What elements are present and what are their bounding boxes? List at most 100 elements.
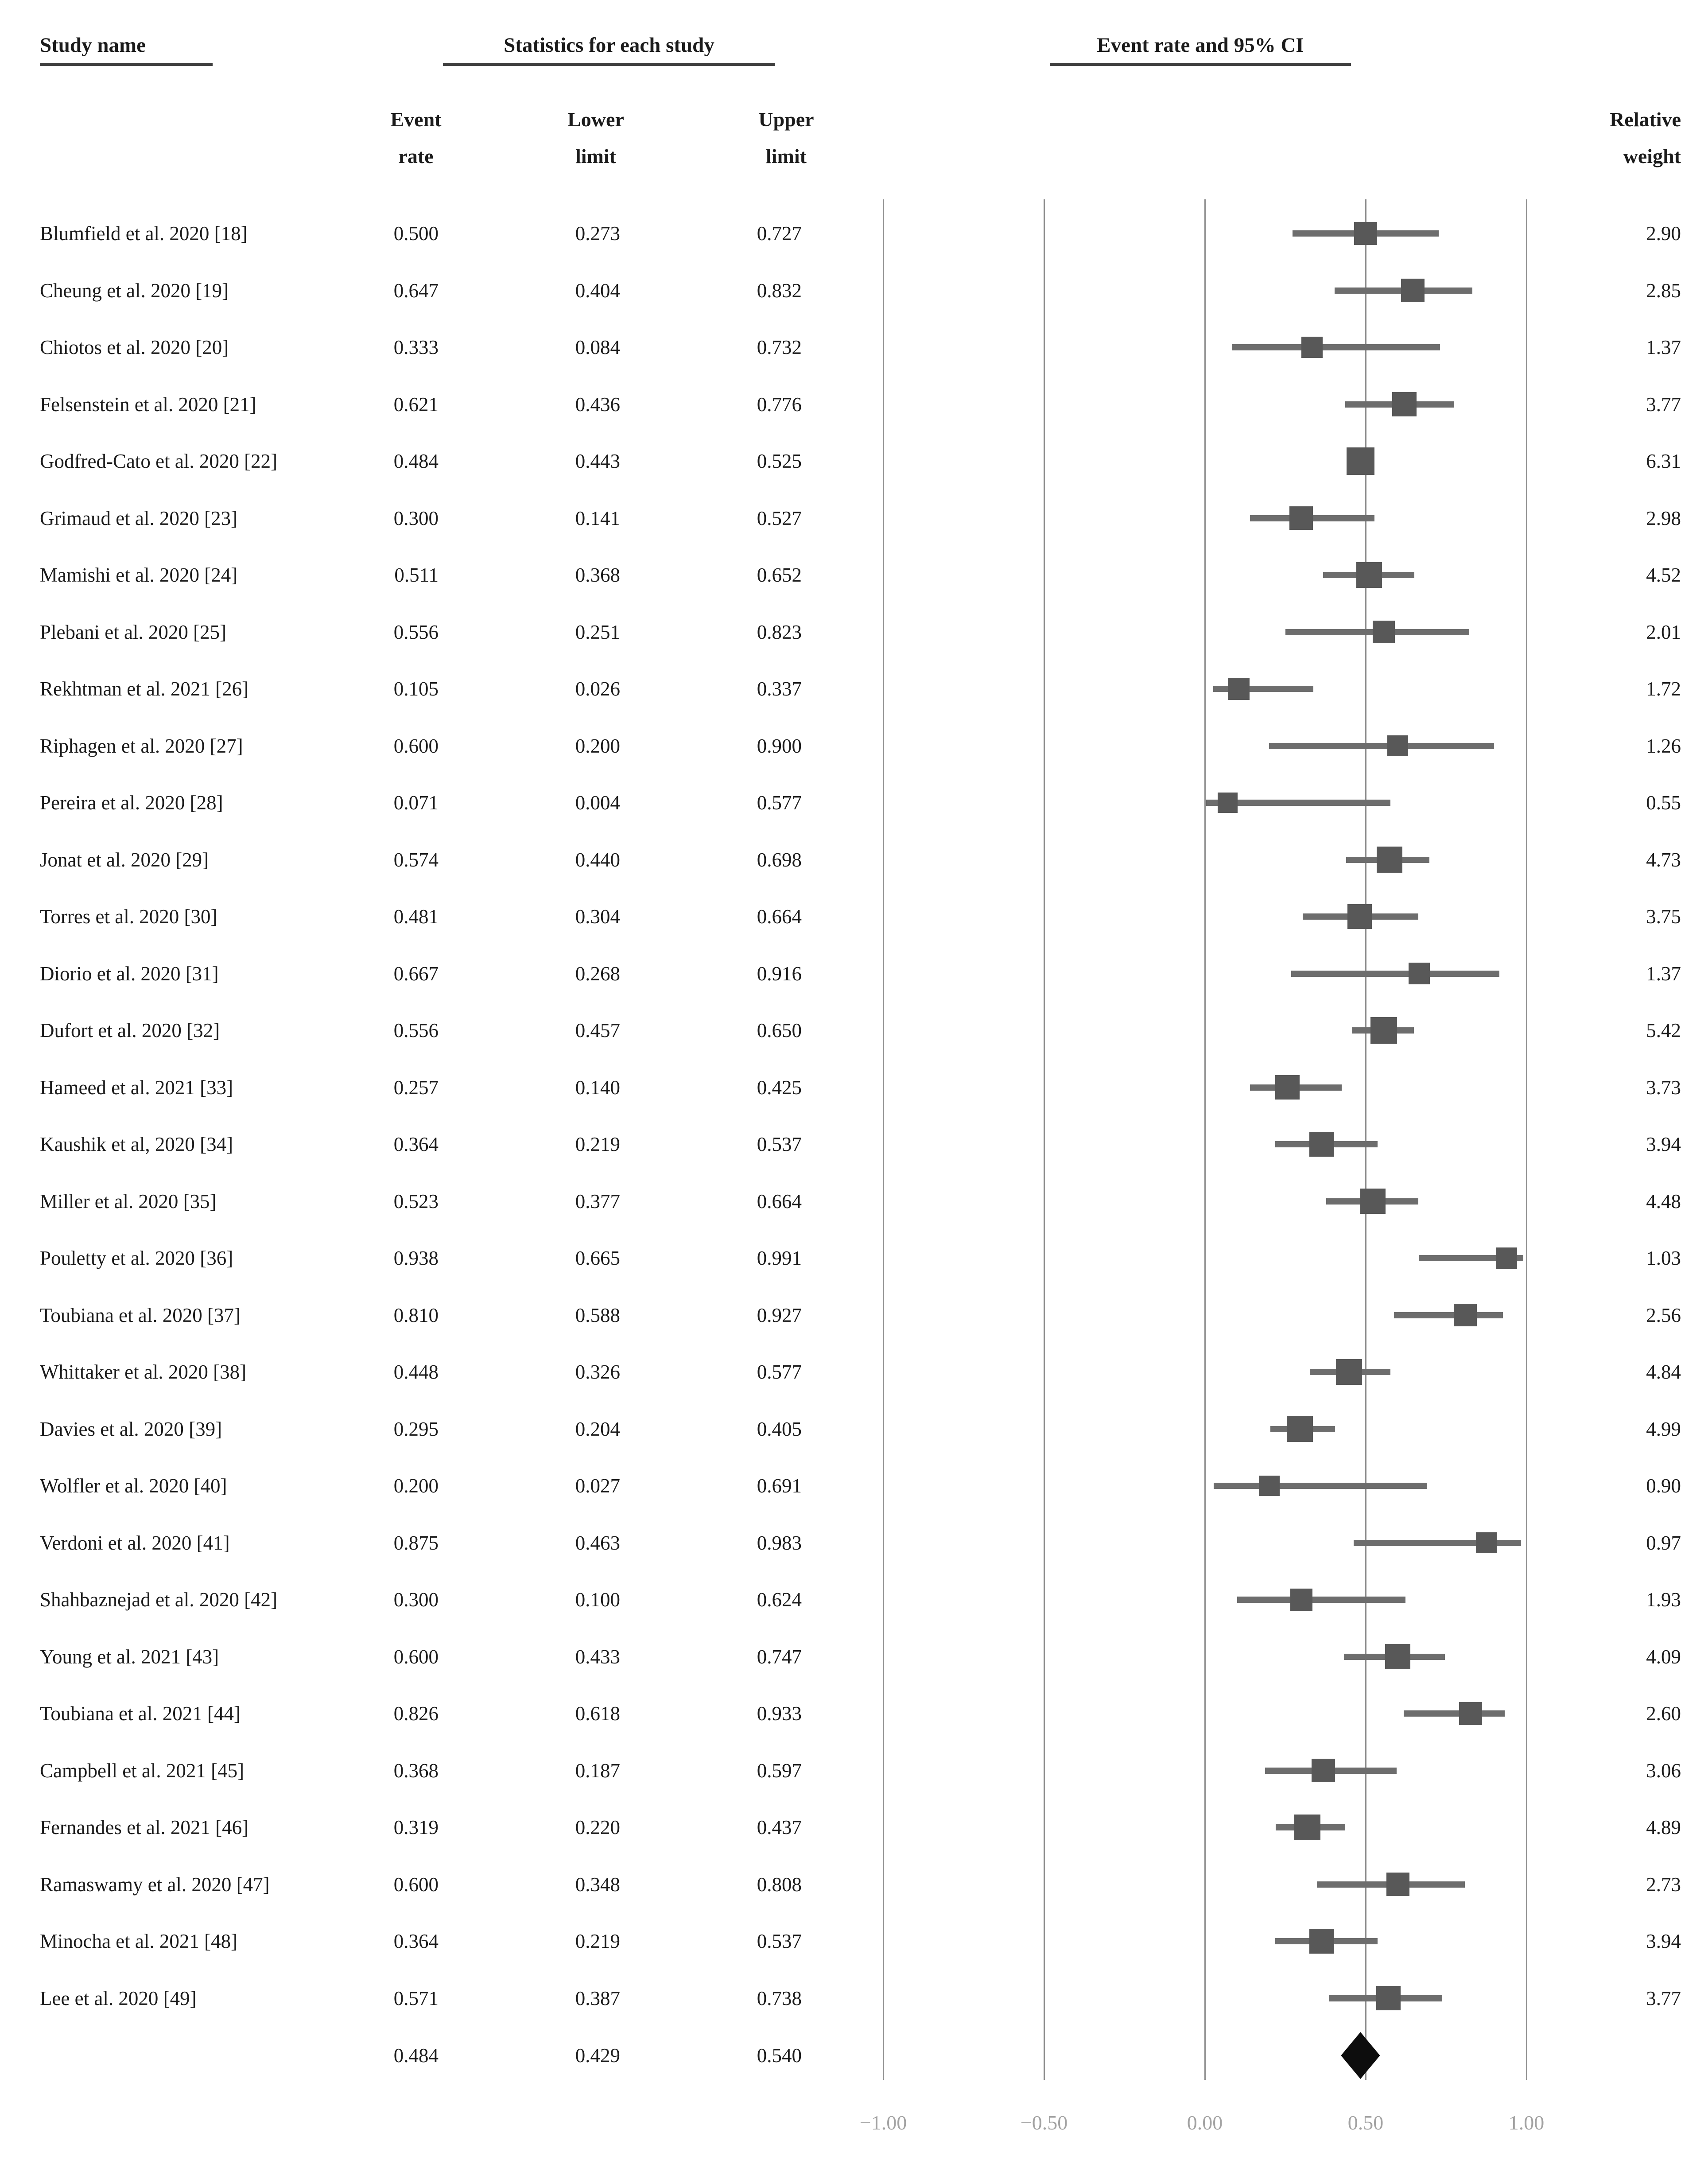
- column-header-statistics: Statistics for each study: [443, 32, 775, 66]
- upper-limit-value: 0.900: [757, 734, 802, 757]
- table-row: Verdoni et al. 2020 [41] 0.875 0.463 0.983 0…: [0, 1515, 1708, 1571]
- upper-limit-value: 0.916: [757, 962, 802, 985]
- study-name: Toubiana et al. 2021 [44]: [40, 1702, 241, 1725]
- lower-limit-value: 0.443: [575, 450, 620, 472]
- event-rate-marker: [1360, 1188, 1386, 1214]
- event-rate-value: 0.300: [393, 507, 439, 529]
- upper-limit-value: 0.991: [757, 1247, 802, 1269]
- lower-limit-value: 0.004: [575, 792, 620, 814]
- column-header-lower-limit: Lower limit: [529, 101, 662, 175]
- event-rate-marker: [1290, 1589, 1312, 1611]
- lower-limit-value: 0.187: [575, 1759, 620, 1782]
- relative-weight-value: 1.03: [1646, 1247, 1681, 1269]
- study-name: Rekhtman et al. 2021 [26]: [40, 678, 249, 700]
- lower-limit-value: 0.326: [575, 1361, 620, 1383]
- upper-limit-value: 0.664: [757, 1190, 802, 1212]
- lower-limit-value: 0.026: [575, 678, 620, 700]
- gridline: [1526, 199, 1527, 2080]
- event-rate-value: 0.364: [393, 1133, 439, 1155]
- event-rate-marker: [1386, 1873, 1409, 1896]
- table-row: Chiotos et al. 2020 [20] 0.333 0.084 0.732 1…: [0, 319, 1708, 376]
- gridline: [1365, 199, 1366, 2080]
- event-rate-marker: [1294, 1814, 1320, 1841]
- event-rate-marker: [1387, 735, 1409, 757]
- event-rate-value: 0.295: [393, 1418, 439, 1440]
- event-rate-marker: [1385, 1644, 1410, 1669]
- event-rate-value: 0.364: [393, 1930, 439, 1952]
- column-header-event-rate-line1: Event: [390, 108, 442, 131]
- table-row: Cheung et al. 2020 [19] 0.647 0.404 0.832 2.…: [0, 262, 1708, 319]
- table-row: Mamishi et al. 2020 [24] 0.511 0.368 0.652 4…: [0, 547, 1708, 603]
- study-name: Jonat et al. 2020 [29]: [40, 848, 209, 871]
- upper-limit-value: 0.650: [757, 1019, 802, 1041]
- event-rate-value: 0.810: [393, 1304, 439, 1326]
- relative-weight-value: 0.97: [1646, 1531, 1681, 1554]
- relative-weight-value: 4.09: [1646, 1645, 1681, 1668]
- event-rate-marker: [1475, 1532, 1497, 1553]
- relative-weight-value: 3.77: [1646, 1987, 1681, 2009]
- relative-weight-value: 1.37: [1646, 962, 1681, 985]
- study-name: Grimaud et al. 2020 [23]: [40, 507, 238, 529]
- event-rate-marker: [1309, 1929, 1335, 1954]
- ci-whisker: [1237, 1597, 1406, 1603]
- event-rate-value: 0.621: [393, 393, 439, 416]
- event-rate-marker: [1409, 963, 1430, 984]
- event-rate-marker: [1286, 1416, 1313, 1442]
- table-row: Grimaud et al. 2020 [23] 0.300 0.141 0.527 2…: [0, 490, 1708, 547]
- study-name: Diorio et al. 2020 [31]: [40, 962, 219, 985]
- upper-limit-value: 0.425: [757, 1076, 802, 1099]
- lower-limit-value: 0.368: [575, 564, 620, 586]
- study-name: Wolfler et al. 2020 [40]: [40, 1475, 227, 1497]
- relative-weight-value: 1.37: [1646, 336, 1681, 358]
- event-rate-value: 0.500: [393, 222, 439, 245]
- upper-limit-value: 0.776: [757, 393, 802, 416]
- lower-limit-value: 0.440: [575, 848, 620, 871]
- upper-limit-value: 0.405: [757, 1418, 802, 1440]
- axis-tick-label: 0.00: [1187, 2111, 1223, 2134]
- event-rate-marker: [1309, 1132, 1335, 1157]
- lower-limit-value: 0.387: [575, 1987, 620, 2009]
- lower-limit-value: 0.588: [575, 1304, 620, 1326]
- event-rate-value: 0.257: [393, 1076, 439, 1099]
- event-rate-marker: [1392, 392, 1417, 417]
- event-rate-marker: [1496, 1247, 1517, 1269]
- upper-limit-value: 0.624: [757, 1589, 802, 1611]
- event-rate-value: 0.647: [393, 279, 439, 302]
- lower-limit-value: 0.220: [575, 1816, 620, 1838]
- relative-weight-value: 4.84: [1646, 1361, 1681, 1383]
- event-rate-value: 0.523: [393, 1190, 439, 1212]
- table-row: Minocha et al. 2021 [48] 0.364 0.219 0.537 3…: [0, 1913, 1708, 1970]
- table-row: Miller et al. 2020 [35] 0.523 0.377 0.664 4.…: [0, 1173, 1708, 1230]
- table-row: Campbell et al. 2021 [45] 0.368 0.187 0.597…: [0, 1742, 1708, 1799]
- table-row: Diorio et al. 2020 [31] 0.667 0.268 0.916 1.…: [0, 945, 1708, 1002]
- event-rate-value: 0.105: [393, 678, 439, 700]
- event-rate-value: 0.574: [393, 848, 439, 871]
- table-row: Ramaswamy et al. 2020 [47] 0.600 0.348 0.80…: [0, 1856, 1708, 1913]
- event-rate-value: 0.556: [393, 621, 439, 643]
- study-name: Verdoni et al. 2020 [41]: [40, 1531, 230, 1554]
- event-rate-marker: [1401, 279, 1425, 302]
- event-rate-marker: [1258, 1475, 1280, 1496]
- event-rate-marker: [1459, 1702, 1482, 1725]
- study-name: Toubiana et al. 2020 [37]: [40, 1304, 241, 1326]
- lower-limit-value: 0.377: [575, 1190, 620, 1212]
- event-rate-marker: [1454, 1303, 1477, 1327]
- event-rate-marker: [1227, 678, 1250, 700]
- study-name: Cheung et al. 2020 [19]: [40, 279, 229, 302]
- table-row: Wolfler et al. 2020 [40] 0.200 0.027 0.691 0…: [0, 1457, 1708, 1514]
- upper-limit-value: 0.933: [757, 1702, 802, 1725]
- relative-weight-value: 2.90: [1646, 222, 1681, 245]
- axis-tick-label: 1.00: [1508, 2111, 1545, 2134]
- axis-tick-label: 0.50: [1347, 2111, 1384, 2134]
- column-header-upper-limit-line2: limit: [766, 145, 807, 167]
- relative-weight-value: 3.94: [1646, 1930, 1681, 1952]
- table-row: Pereira et al. 2020 [28] 0.071 0.004 0.577 0…: [0, 774, 1708, 831]
- study-name: Torres et al. 2020 [30]: [40, 905, 217, 928]
- event-rate-value: 0.600: [393, 1873, 439, 1896]
- upper-limit-value: 0.691: [757, 1475, 802, 1497]
- axis-tick-label: −1.00: [859, 2111, 907, 2134]
- study-name: Minocha et al. 2021 [48]: [40, 1930, 238, 1952]
- relative-weight-value: 2.01: [1646, 621, 1681, 643]
- summary-lower-limit-value: 0.429: [575, 2044, 620, 2067]
